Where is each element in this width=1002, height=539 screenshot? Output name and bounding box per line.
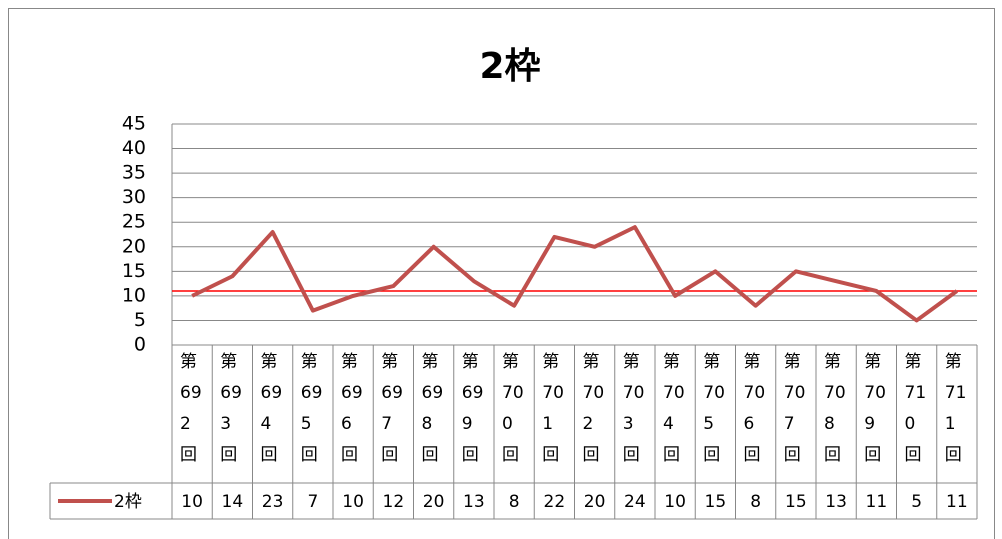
table-value: 23 [262, 492, 284, 512]
table-value: 13 [463, 492, 485, 512]
y-tick-label: 45 [122, 113, 146, 135]
x-tick-label: 第692回 [180, 352, 202, 465]
table-value: 20 [584, 492, 606, 512]
x-tick-label: 第695回 [300, 352, 323, 465]
chart-frame [8, 8, 995, 539]
x-tick-label: 第709回 [864, 352, 886, 465]
x-tick-label: 第696回 [341, 352, 363, 465]
x-tick-label: 第699回 [461, 352, 484, 465]
x-tick-label: 第698回 [421, 352, 444, 465]
x-tick-label: 第697回 [381, 352, 403, 465]
x-tick-label: 第693回 [220, 352, 242, 465]
table-value: 10 [342, 492, 364, 512]
table-value: 12 [383, 492, 405, 512]
y-tick-label: 0 [134, 334, 146, 356]
x-tick-label: 第701回 [542, 352, 564, 465]
table-value: 22 [544, 492, 566, 512]
y-tick-label: 15 [122, 260, 146, 282]
chart-title: 2枠 [479, 46, 540, 87]
y-tick-label: 30 [122, 186, 146, 208]
x-tick-label: 第711回 [944, 352, 967, 465]
table-value: 15 [785, 492, 807, 512]
table-value: 24 [624, 492, 646, 512]
table-value: 8 [750, 492, 761, 512]
table-value: 8 [509, 492, 520, 512]
x-tick-label: 第694回 [260, 352, 283, 465]
legend-label: 2枠 [114, 492, 142, 512]
y-tick-label: 5 [134, 309, 146, 331]
table-value: 7 [307, 492, 318, 512]
y-tick-label: 40 [122, 137, 146, 159]
x-tick-label: 第705回 [703, 352, 725, 465]
x-tick-label: 第707回 [783, 352, 806, 465]
x-tick-label: 第704回 [663, 352, 685, 465]
table-value: 11 [946, 492, 968, 512]
x-tick-label: 第703回 [622, 352, 645, 465]
table-value: 11 [866, 492, 888, 512]
table-value: 14 [222, 492, 244, 512]
table-value: 10 [181, 492, 203, 512]
table-value: 13 [825, 492, 847, 512]
x-tick-label: 第702回 [582, 352, 605, 465]
y-tick-label: 20 [122, 235, 146, 257]
y-tick-label: 10 [122, 284, 146, 306]
x-tick-label: 第708回 [824, 352, 846, 465]
y-tick-label: 35 [122, 162, 146, 184]
x-tick-label: 第710回 [904, 352, 927, 465]
x-tick-label: 第706回 [743, 352, 766, 465]
x-tick-label: 第700回 [502, 352, 524, 465]
table-value: 15 [705, 492, 727, 512]
series-line [191, 225, 959, 323]
table-value: 5 [911, 492, 922, 512]
y-tick-label: 25 [122, 211, 146, 233]
table-value: 10 [664, 492, 686, 512]
table-value: 20 [423, 492, 445, 512]
